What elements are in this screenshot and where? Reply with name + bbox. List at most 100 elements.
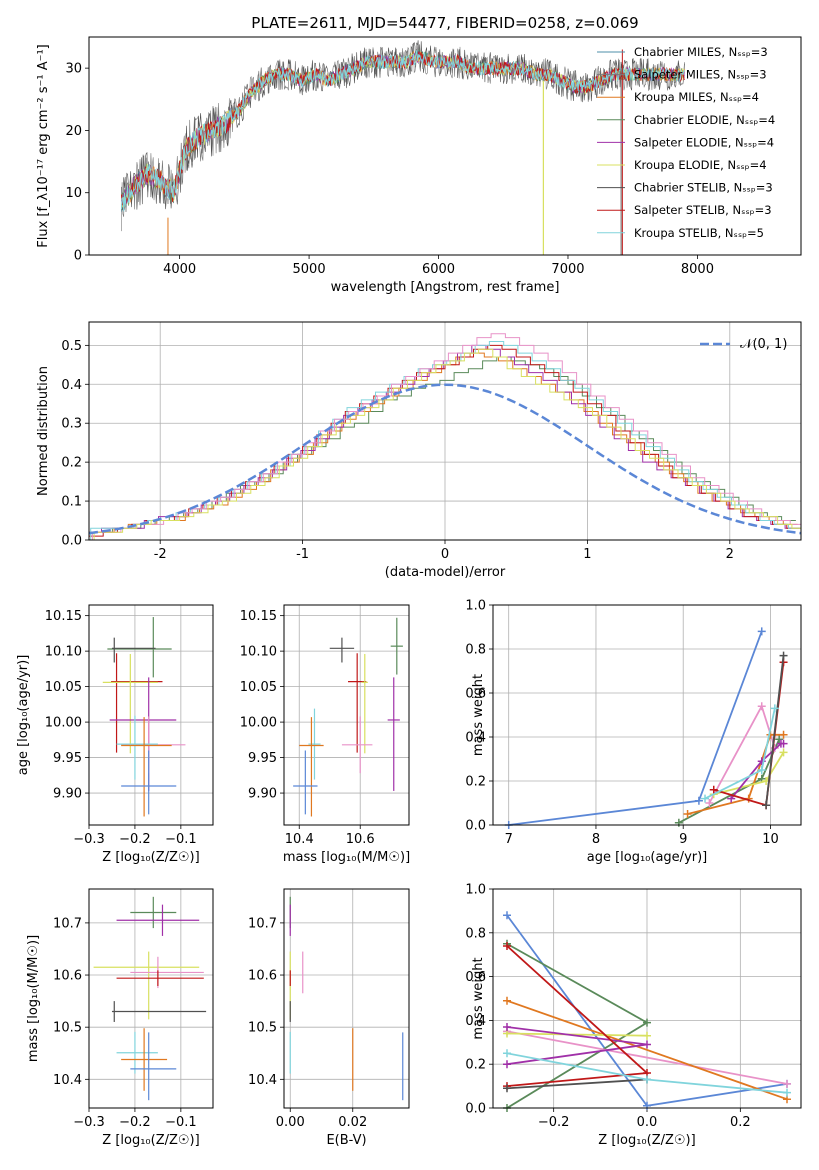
x-tick-label: 0.00 — [276, 1115, 305, 1130]
y-tick-label: 30 — [65, 62, 82, 77]
weight-marker — [757, 766, 766, 774]
y-tick-label: 10.00 — [240, 716, 277, 731]
y-tick-label: 0.0 — [465, 819, 486, 834]
mass-weight-vs-Z-panel: −0.2 0.0 0.2 0.0 0.2 0.4 0.6 0.8 1.0 Z [log₁₀(Z/Z… — [465, 883, 802, 1148]
weight-line-4 — [687, 733, 784, 815]
x-tick-label: 5000 — [293, 262, 326, 277]
spectrum-line-9 — [120, 50, 685, 212]
y-tick-label: 0.8 — [465, 643, 486, 658]
x-tick-label: 1 — [583, 547, 591, 562]
x-tick-label: −0.1 — [165, 1115, 197, 1130]
y-tick-label: 10.10 — [45, 645, 82, 660]
weight-marker — [775, 735, 784, 744]
y-tick-label: 0.5 — [61, 339, 82, 354]
y-tick-label: 0.6 — [465, 970, 486, 985]
histogram-1 — [89, 356, 796, 533]
y-tick-label: 0.4 — [61, 378, 82, 393]
x-axis-label: Z [log₁₀(Z/Z☉)] — [598, 1133, 695, 1148]
weight-marker — [503, 1049, 511, 1058]
axes-frame — [283, 888, 410, 1109]
x-tick-label: 0.0 — [637, 1115, 658, 1130]
axes-frame — [88, 36, 802, 256]
x-tick-label: 2 — [726, 547, 734, 562]
weight-marker — [779, 739, 788, 748]
x-tick-label: 7000 — [551, 262, 584, 277]
weight-marker — [643, 1040, 651, 1049]
y-tick-label: 10.15 — [45, 609, 82, 624]
x-tick-label: −0.1 — [165, 832, 197, 847]
weight-marker — [694, 796, 703, 805]
y-tick-label: 10.4 — [53, 1073, 82, 1088]
y-tick-label: 10.7 — [248, 916, 277, 931]
y-tick-label: 1.0 — [465, 599, 486, 614]
weight-marker — [643, 1031, 651, 1040]
y-tick-label: 1.0 — [465, 883, 486, 898]
legend-label: Kroupa MILES, Nₛₛₚ=4 — [634, 90, 759, 104]
y-tick-label: 9.95 — [248, 751, 277, 766]
x-tick-label: 0.2 — [730, 1115, 751, 1130]
weight-marker — [757, 627, 766, 636]
x-tick-label: 7 — [505, 832, 513, 847]
y-tick-label: 0.6 — [465, 687, 486, 702]
axes-frame — [492, 604, 802, 826]
y-tick-label: 10.5 — [53, 1021, 82, 1036]
y-tick-label: 10.4 — [248, 1073, 277, 1088]
y-tick-label: 0.4 — [465, 1014, 486, 1029]
y-axis-label: Flux [f_λ10⁻¹⁷ erg cm⁻² s⁻¹ A⁻¹] — [36, 44, 51, 248]
spectrum-panel: 4000 5000 6000 7000 8000 0 10 20 30 wavelength [A… — [36, 14, 802, 295]
x-tick-label: −0.3 — [73, 1115, 105, 1130]
legend-label: Kroupa STELIB, Nₛₛₚ=5 — [634, 226, 764, 240]
weight-marker — [779, 730, 788, 739]
y-tick-label: 20 — [65, 124, 82, 139]
weight-marker — [757, 702, 766, 711]
y-axis-label: mass weight — [471, 957, 486, 1039]
weight-marker — [701, 794, 710, 803]
weight-marker — [503, 911, 511, 920]
weight-marker — [783, 1088, 791, 1097]
y-tick-label: 10.05 — [45, 680, 82, 695]
weight-marker — [770, 704, 779, 713]
y-tick-label: 10.05 — [240, 680, 277, 695]
x-tick-label: -2 — [154, 547, 167, 562]
x-tick-label: 8 — [592, 832, 600, 847]
legend-label: Salpeter STELIB, Nₛₛₚ=3 — [634, 203, 772, 217]
weight-marker — [503, 1060, 511, 1069]
axes-frame — [88, 321, 802, 541]
x-tick-label: 10.4 — [285, 832, 314, 847]
x-axis-label: E(B-V) — [326, 1133, 366, 1148]
x-axis-label: age [log₁₀(age/yr)] — [587, 850, 708, 865]
y-tick-label: 9.95 — [53, 751, 82, 766]
legend-label: Chabrier STELIB, Nₛₛₚ=3 — [634, 181, 773, 195]
weight-marker — [779, 651, 788, 660]
y-tick-label: 10.6 — [53, 969, 82, 984]
weight-marker — [503, 996, 511, 1005]
weight-marker — [643, 1075, 651, 1084]
weight-line-3 — [506, 1030, 788, 1085]
residuals-panel: -2 -1 0 1 2 0.0 0.1 0.2 0.3 0.4 0.5 (data-model)/er… — [36, 321, 802, 580]
y-tick-label: 10.7 — [53, 916, 82, 931]
legend-label: 𝒩(0, 1) — [740, 337, 787, 352]
weight-marker — [705, 799, 714, 807]
histogram-7 — [93, 348, 801, 540]
weight-marker — [503, 941, 511, 950]
y-tick-label: 10 — [65, 186, 82, 201]
x-axis-label: Z [log₁₀(Z/Z☉)] — [102, 1133, 199, 1148]
weight-line-8 — [765, 655, 785, 806]
weight-line-8 — [506, 1078, 648, 1090]
y-tick-label: 9.90 — [248, 787, 277, 802]
mass-weight-vs-age-panel: 7 8 9 10 0.0 0.2 0.4 0.6 0.8 1.0 age [log₁₀(age/yr… — [465, 599, 802, 865]
y-tick-label: 0.3 — [61, 417, 82, 432]
y-tick-label: 0.0 — [61, 534, 82, 549]
y-tick-label: 0 — [74, 249, 82, 264]
weight-marker — [779, 748, 788, 757]
x-tick-label: 8000 — [681, 262, 714, 277]
axes-frame — [88, 888, 214, 1109]
mass-vs-ebv-panel: 0.00 0.02 10.4 10.5 10.6 10.7 E(B-V) — [248, 888, 410, 1148]
x-axis-label: Z [log₁₀(Z/Z☉)] — [102, 850, 199, 865]
weight-marker — [727, 794, 736, 803]
weight-marker — [762, 801, 771, 810]
weight-marker — [503, 1022, 511, 1031]
x-tick-label: −0.2 — [119, 1115, 151, 1130]
y-tick-label: 0.4 — [465, 731, 486, 746]
weight-marker — [783, 1079, 791, 1088]
